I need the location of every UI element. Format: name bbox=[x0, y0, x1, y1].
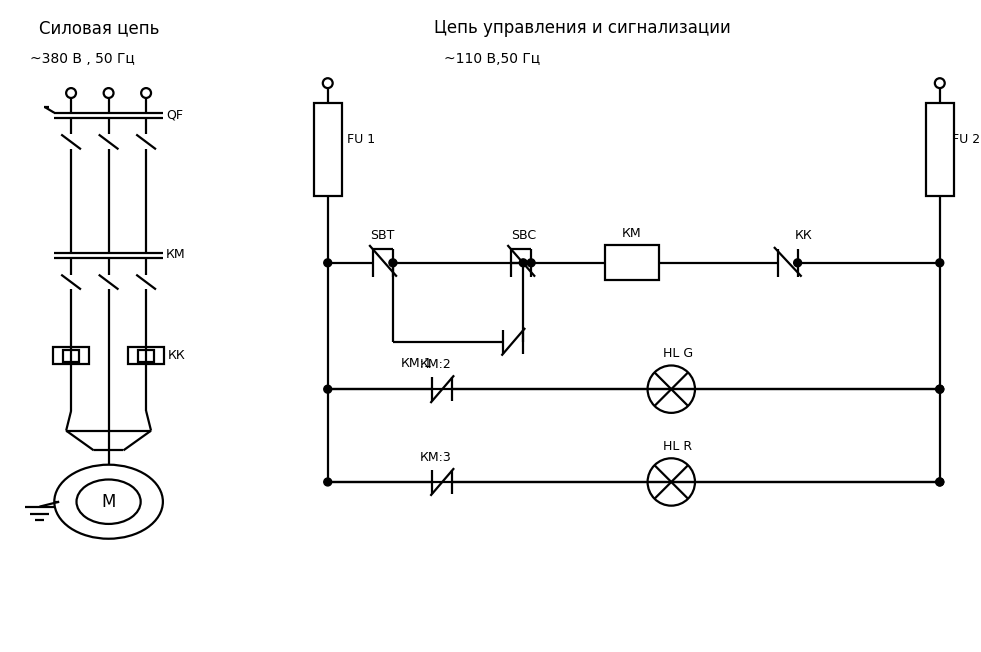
Circle shape bbox=[647, 458, 695, 506]
Bar bbox=[138, 349, 154, 362]
Text: FU 2: FU 2 bbox=[952, 133, 980, 146]
Text: КК: КК bbox=[168, 349, 185, 362]
Circle shape bbox=[794, 259, 801, 267]
Bar bbox=[129, 347, 164, 364]
Circle shape bbox=[527, 259, 535, 267]
Text: HL R: HL R bbox=[663, 440, 693, 453]
Text: М: М bbox=[101, 493, 116, 511]
Text: ~380 В , 50 Гц: ~380 В , 50 Гц bbox=[29, 52, 134, 67]
Circle shape bbox=[936, 385, 944, 393]
Text: FU 1: FU 1 bbox=[347, 133, 376, 146]
Text: Силовая цепь: Силовая цепь bbox=[38, 19, 159, 37]
Bar bbox=[605, 245, 659, 280]
Text: Цепь управления и сигнализации: Цепь управления и сигнализации bbox=[434, 19, 731, 37]
Text: КМ:3: КМ:3 bbox=[420, 451, 451, 464]
Bar bbox=[314, 103, 341, 196]
Bar bbox=[53, 347, 89, 364]
Text: КМ:2: КМ:2 bbox=[420, 358, 451, 371]
Text: HL G: HL G bbox=[663, 347, 694, 360]
Circle shape bbox=[936, 478, 944, 486]
Circle shape bbox=[936, 478, 944, 486]
Circle shape bbox=[936, 259, 944, 267]
Text: КМ: КМ bbox=[166, 248, 185, 261]
Circle shape bbox=[647, 366, 695, 413]
Text: КК: КК bbox=[795, 229, 812, 242]
Text: SBT: SBT bbox=[370, 229, 394, 242]
Circle shape bbox=[324, 259, 332, 267]
Bar bbox=[926, 103, 954, 196]
Text: КМ:1: КМ:1 bbox=[401, 357, 433, 370]
Circle shape bbox=[324, 478, 332, 486]
Text: SBC: SBC bbox=[511, 229, 537, 242]
Text: QF: QF bbox=[166, 108, 182, 121]
Circle shape bbox=[936, 385, 944, 393]
Circle shape bbox=[519, 259, 527, 267]
Ellipse shape bbox=[54, 465, 163, 539]
Circle shape bbox=[324, 385, 332, 393]
Circle shape bbox=[388, 259, 397, 267]
Bar bbox=[63, 349, 79, 362]
Text: КМ: КМ bbox=[622, 227, 642, 240]
Text: ~110 В,50 Гц: ~110 В,50 Гц bbox=[444, 52, 541, 67]
Ellipse shape bbox=[77, 479, 140, 524]
